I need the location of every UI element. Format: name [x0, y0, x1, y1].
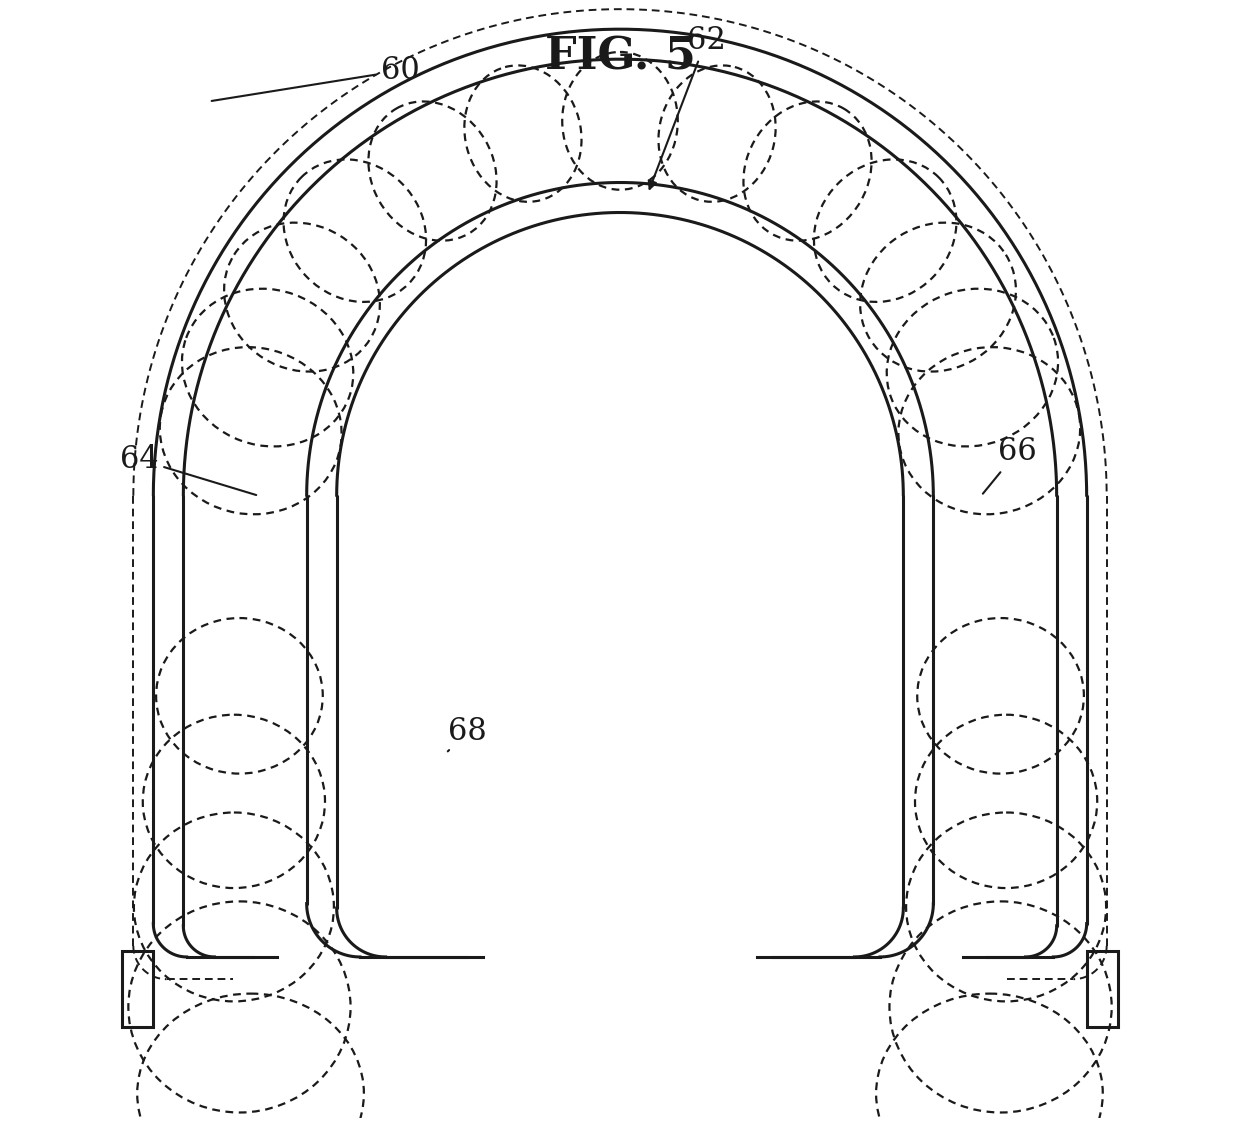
Text: FIG. 5: FIG. 5 — [544, 36, 696, 79]
Text: 64: 64 — [120, 444, 257, 495]
Text: 62: 62 — [649, 25, 725, 189]
Bar — [123, 952, 154, 1027]
Text: 60: 60 — [212, 55, 420, 101]
Text: 66: 66 — [983, 436, 1037, 494]
Text: 68: 68 — [448, 717, 486, 752]
Bar — [1086, 952, 1117, 1027]
